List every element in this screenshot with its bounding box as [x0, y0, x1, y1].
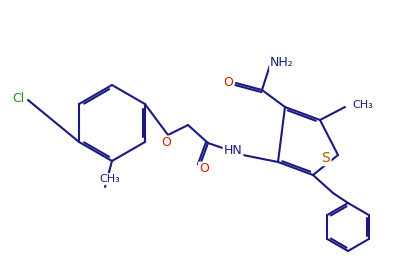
Text: S: S	[321, 151, 330, 165]
Text: O: O	[223, 76, 233, 89]
Text: HN: HN	[224, 144, 242, 156]
Text: NH₂: NH₂	[270, 56, 294, 70]
Text: CH₃: CH₃	[99, 174, 120, 184]
Text: O: O	[161, 136, 171, 150]
Text: CH₃: CH₃	[353, 100, 373, 110]
Text: O: O	[199, 163, 209, 175]
Text: Cl: Cl	[12, 92, 24, 104]
